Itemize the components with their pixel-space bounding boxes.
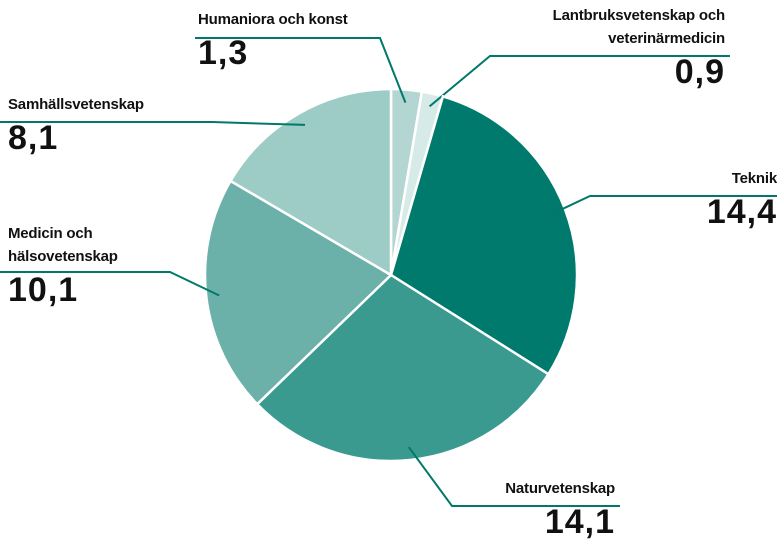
pie-slice bbox=[255, 273, 551, 463]
category-label: Medicin och hälsovetenskap bbox=[8, 225, 118, 265]
slice-label: Humaniora och konst 1,3 bbox=[198, 8, 398, 73]
leader-line bbox=[407, 446, 620, 507]
value-label: 10,1 bbox=[8, 271, 79, 309]
category-label: Samhällsvetenskap bbox=[8, 96, 144, 113]
value-label: 8,1 bbox=[8, 119, 59, 157]
pie-slice bbox=[203, 179, 394, 406]
category-label: Naturvetenskap bbox=[505, 480, 615, 497]
leader-line bbox=[0, 271, 220, 297]
slice-label: Samhällsvetenskap 8,1 bbox=[8, 93, 208, 158]
category-label: Teknik bbox=[731, 170, 777, 187]
category-label: Lantbruksvetenskap och veterinärmedicin bbox=[552, 7, 726, 47]
slice-label: Teknik 14,4 bbox=[577, 167, 777, 232]
leader-line bbox=[0, 121, 306, 126]
value-label: 0,9 bbox=[674, 53, 725, 91]
leader-line bbox=[195, 37, 407, 103]
pie-slice bbox=[228, 87, 393, 278]
value-label: 14,1 bbox=[544, 503, 615, 541]
leader-line bbox=[428, 55, 730, 108]
value-label: 14,4 bbox=[706, 193, 777, 231]
leader-line bbox=[552, 195, 777, 215]
category-label: Humaniora och konst bbox=[198, 11, 348, 28]
slice-label: Naturvetenskap 14,1 bbox=[415, 477, 615, 542]
slice-label: Lantbruksvetenskap och veterinärmedicin 0… bbox=[525, 4, 726, 92]
pie-slice bbox=[389, 94, 579, 376]
value-label: 1,3 bbox=[198, 34, 249, 72]
slice-label: Medicin och hälsovetenskap 10,1 bbox=[8, 222, 168, 310]
